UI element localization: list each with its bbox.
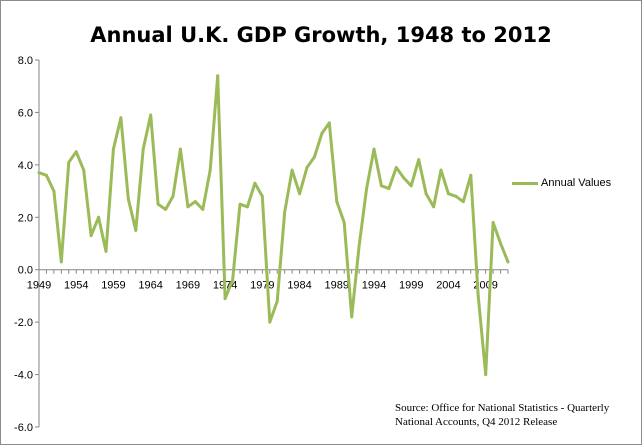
legend-label: Annual Values xyxy=(541,177,612,189)
x-tick-label: 1959 xyxy=(101,280,125,292)
data-point xyxy=(44,173,48,177)
y-tick-label: 2.0 xyxy=(18,212,33,224)
data-point xyxy=(216,74,220,78)
x-tick-label: 1989 xyxy=(325,280,349,292)
data-point xyxy=(417,158,421,162)
data-point xyxy=(394,166,398,169)
series-line xyxy=(37,74,510,377)
source-line: Source: Office for National Statistics -… xyxy=(395,402,610,414)
data-point xyxy=(379,184,383,188)
data-point xyxy=(74,150,78,154)
data-point xyxy=(238,202,242,206)
data-point xyxy=(201,207,205,211)
data-point xyxy=(52,189,56,193)
data-point xyxy=(469,173,473,177)
data-point xyxy=(350,315,354,319)
data-point xyxy=(290,168,294,172)
data-point xyxy=(82,168,86,172)
data-point xyxy=(365,187,369,190)
y-tick-label: 8.0 xyxy=(18,55,33,67)
data-point xyxy=(156,202,160,206)
data-point xyxy=(387,187,391,190)
data-point xyxy=(320,131,324,135)
x-tick-label: 1954 xyxy=(64,280,88,292)
data-point xyxy=(97,215,101,219)
y-tick-label: 4.0 xyxy=(18,160,33,172)
data-point xyxy=(171,194,175,198)
data-point xyxy=(491,221,495,224)
data-point xyxy=(253,181,257,185)
x-tick-label: 1984 xyxy=(287,280,311,292)
data-point xyxy=(432,205,436,209)
data-point xyxy=(178,147,182,151)
data-point xyxy=(104,249,108,253)
legend: Annual Values xyxy=(512,177,611,189)
data-point xyxy=(164,207,168,211)
legend-swatch xyxy=(512,181,538,185)
data-point xyxy=(245,205,249,209)
x-tick-label: 1969 xyxy=(176,280,200,292)
data-point xyxy=(446,192,450,196)
x-tick-label: 1979 xyxy=(250,280,274,292)
y-tick-label: 6.0 xyxy=(18,107,33,119)
y-tick-label: -4.0 xyxy=(14,370,33,382)
y-tick-label: -6.0 xyxy=(14,422,33,434)
data-point xyxy=(342,221,346,224)
data-point xyxy=(454,194,458,198)
data-point xyxy=(357,244,361,248)
data-point xyxy=(312,155,316,159)
x-tick-label: 1999 xyxy=(399,280,423,292)
data-point xyxy=(327,121,331,125)
data-point xyxy=(283,210,287,214)
x-tick-label: 1994 xyxy=(362,280,386,292)
data-point xyxy=(37,171,41,175)
data-point xyxy=(506,260,510,264)
data-point xyxy=(268,320,272,324)
data-point xyxy=(208,168,212,172)
y-tick-label: -2.0 xyxy=(14,317,33,329)
data-point xyxy=(193,200,197,204)
data-point xyxy=(223,297,227,301)
data-point xyxy=(119,116,123,120)
data-point xyxy=(335,200,339,204)
data-point xyxy=(305,166,309,169)
x-tick-label: 1964 xyxy=(138,280,162,292)
y-tick-label: 0.0 xyxy=(18,265,33,277)
data-point xyxy=(461,200,465,204)
source-line: National Accounts, Q4 2012 Release xyxy=(395,416,558,428)
x-tick-label: 2009 xyxy=(473,280,497,292)
data-point xyxy=(275,299,279,303)
data-point xyxy=(149,113,153,117)
x-tick-label: 2004 xyxy=(436,280,460,292)
data-point xyxy=(141,147,145,151)
data-point xyxy=(372,147,376,151)
data-point xyxy=(439,168,443,172)
data-point xyxy=(59,260,63,264)
data-point xyxy=(298,192,302,196)
data-point xyxy=(260,194,264,198)
data-point xyxy=(402,176,406,180)
chart-title: Annual U.K. GDP Growth, 1948 to 2012 xyxy=(90,23,552,47)
data-point xyxy=(476,294,480,298)
data-point xyxy=(424,192,428,196)
data-point xyxy=(89,234,93,238)
data-point xyxy=(134,228,138,232)
x-tick-label: 1949 xyxy=(27,280,51,292)
data-point xyxy=(186,205,190,209)
data-point xyxy=(111,147,115,151)
data-point xyxy=(231,278,235,282)
data-point xyxy=(409,184,413,188)
data-point xyxy=(499,242,503,245)
source-note: Source: Office for National Statistics -… xyxy=(395,401,635,429)
data-point xyxy=(67,160,71,164)
data-point xyxy=(126,197,130,201)
data-point xyxy=(484,373,488,377)
